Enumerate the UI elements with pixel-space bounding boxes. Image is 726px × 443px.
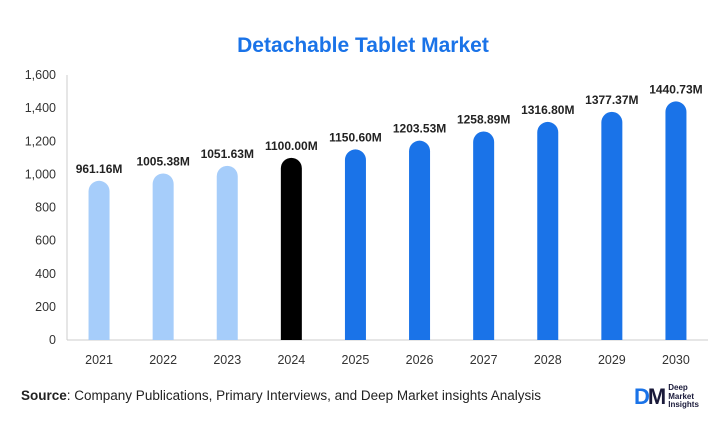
data-label: 1440.73M xyxy=(649,82,702,96)
x-tick-label: 2026 xyxy=(406,353,434,367)
logo-line-2: Market xyxy=(668,391,695,401)
data-label: 961.16M xyxy=(76,162,123,176)
x-axis-ticks: 2021 2022 2023 2024 2025 2026 2027 2028 2029 2030 xyxy=(85,353,690,367)
logo-mark-m: M xyxy=(647,384,666,409)
data-label: 1377.37M xyxy=(585,93,638,107)
y-tick-label: 0 xyxy=(49,333,56,347)
y-tick-label: 400 xyxy=(35,267,56,281)
x-tick-label: 2023 xyxy=(213,353,241,367)
data-label: 1100.00M xyxy=(265,139,318,153)
bar-2030 xyxy=(665,101,687,341)
bar-2024 xyxy=(280,157,302,340)
bar-2027 xyxy=(473,131,495,340)
source-key: Source xyxy=(21,388,67,403)
logo-line-1: Deep xyxy=(668,383,688,393)
y-tick-label: 1,200 xyxy=(25,134,56,148)
bar-2029 xyxy=(601,111,623,340)
data-label: 1005.38M xyxy=(136,154,189,168)
bar-2028 xyxy=(537,121,559,340)
source-text: : Company Publications, Primary Intervie… xyxy=(66,388,541,403)
logo-mark-icon: DM xyxy=(634,384,666,410)
chart-title: Detachable Tablet Market xyxy=(237,34,489,57)
x-tick-label: 2022 xyxy=(149,353,177,367)
y-axis-ticks: 0 200 400 600 800 1,000 1,200 1,400 1,600 xyxy=(25,68,56,347)
logo-mark-d: D xyxy=(634,384,650,409)
bar-2022 xyxy=(152,173,174,340)
bars-group xyxy=(88,101,687,341)
x-tick-label: 2024 xyxy=(277,353,305,367)
y-tick-label: 600 xyxy=(35,234,56,248)
data-label: 1150.60M xyxy=(329,130,382,144)
x-tick-label: 2025 xyxy=(342,353,370,367)
y-tick-label: 1,600 xyxy=(25,68,56,82)
y-tick-label: 200 xyxy=(35,300,56,314)
y-tick-label: 800 xyxy=(35,201,56,215)
y-tick-label: 1,400 xyxy=(25,101,56,115)
y-tick-label: 1,000 xyxy=(25,167,56,181)
x-tick-label: 2028 xyxy=(534,353,562,367)
data-label: 1203.53M xyxy=(393,122,446,136)
x-tick-label: 2029 xyxy=(598,353,626,367)
x-tick-label: 2021 xyxy=(85,353,113,367)
bar-2026 xyxy=(409,140,431,340)
logo-text: Deep Market Insights xyxy=(668,384,699,410)
logo-line-3: Insights xyxy=(668,400,699,410)
x-tick-label: 2027 xyxy=(470,353,498,367)
data-label: 1051.63M xyxy=(201,147,254,161)
source-note: Source: Company Publications, Primary In… xyxy=(21,388,541,403)
bar-2023 xyxy=(216,165,238,340)
data-label: 1258.89M xyxy=(457,112,510,126)
data-label: 1316.80M xyxy=(521,103,574,117)
bar-2021 xyxy=(88,180,110,340)
bar-2025 xyxy=(344,149,366,340)
deep-market-insights-logo: DM Deep Market Insights xyxy=(634,384,699,410)
data-labels-group: 961.16M 1005.38M 1051.63M 1100.00M 1150.60M 1… xyxy=(76,82,703,175)
x-tick-label: 2030 xyxy=(662,353,690,367)
